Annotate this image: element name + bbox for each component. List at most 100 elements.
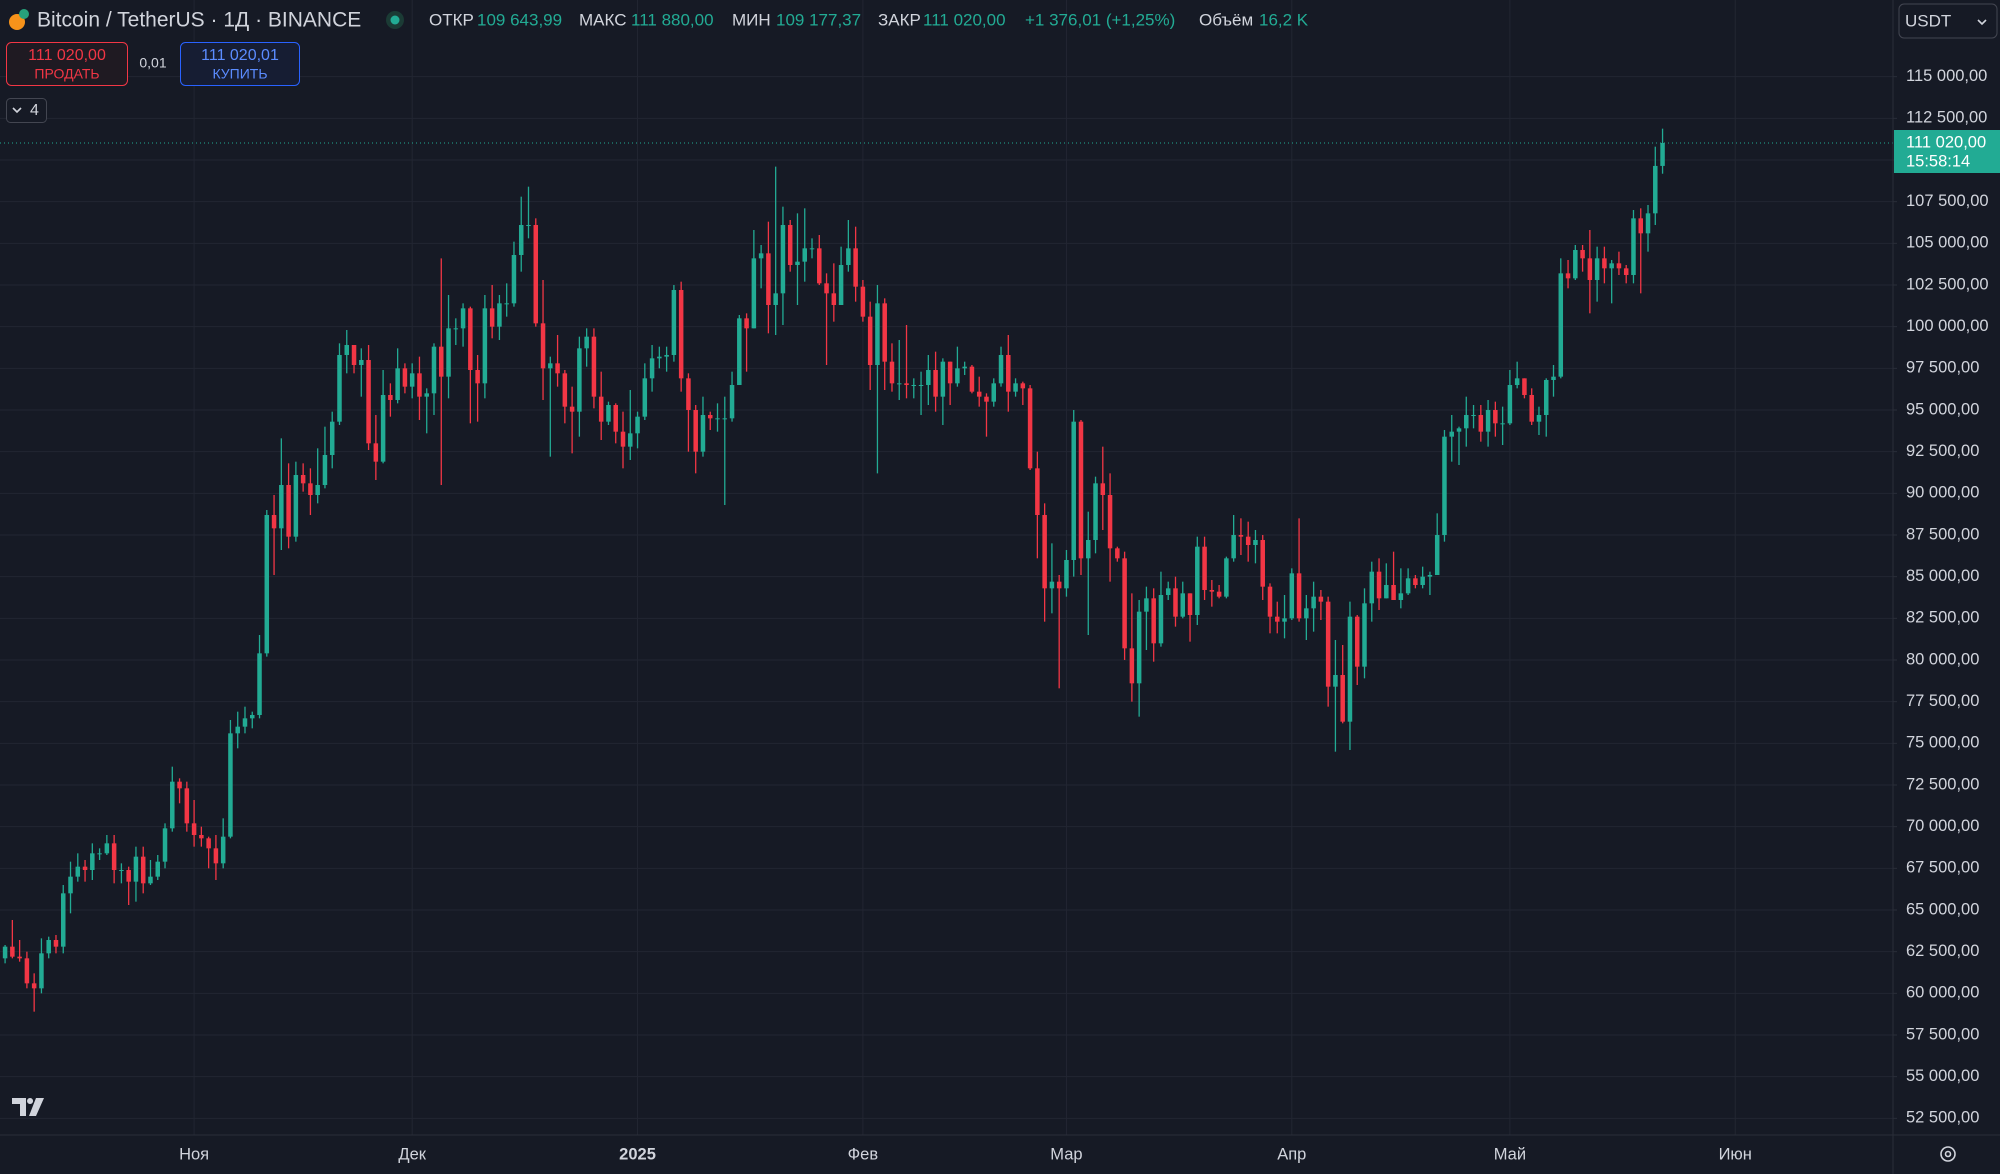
y-tick-label: 107 500,00 bbox=[1906, 192, 1989, 210]
volume-label: Объём bbox=[1199, 10, 1253, 29]
y-tick-label: 67 500,00 bbox=[1906, 859, 1979, 877]
candle-body bbox=[75, 866, 81, 877]
buy-label[interactable]: КУПИТЬ bbox=[212, 66, 267, 82]
candle-body bbox=[1202, 546, 1207, 590]
candle-body bbox=[831, 293, 837, 305]
status-dot bbox=[390, 15, 400, 25]
candle-body bbox=[1173, 588, 1178, 617]
candle-body bbox=[1253, 540, 1258, 545]
candle-body bbox=[191, 823, 197, 835]
buy-box[interactable] bbox=[180, 42, 300, 86]
candle-body bbox=[809, 248, 815, 250]
candle-body bbox=[199, 835, 204, 839]
candle-body bbox=[984, 396, 989, 402]
candle-body bbox=[1645, 213, 1651, 234]
candle-body bbox=[511, 255, 517, 304]
sell-label[interactable]: ПРОДАТЬ bbox=[34, 66, 99, 82]
candle-body bbox=[1311, 596, 1316, 609]
x-tick-label: Июн bbox=[1719, 1145, 1752, 1163]
candle-body bbox=[271, 515, 277, 529]
candle-body bbox=[642, 378, 648, 417]
candle-body bbox=[1580, 250, 1585, 259]
candle-body bbox=[1325, 601, 1331, 687]
candle-body bbox=[976, 391, 982, 397]
candle-body bbox=[1209, 590, 1215, 592]
candle-body bbox=[1631, 218, 1636, 275]
candle-body bbox=[1071, 421, 1076, 560]
candle-body bbox=[1573, 250, 1578, 279]
candle-body bbox=[896, 383, 902, 385]
candle-body bbox=[1536, 415, 1542, 422]
indicators-count[interactable]: 4 bbox=[30, 102, 39, 119]
candle-body bbox=[998, 355, 1004, 384]
candle-body bbox=[766, 253, 771, 305]
candle-body bbox=[598, 396, 604, 422]
candle-body bbox=[1442, 436, 1447, 535]
candle-body bbox=[1122, 558, 1127, 649]
currency-dropdown[interactable]: USDT bbox=[1898, 3, 1998, 39]
candle-body bbox=[1485, 410, 1491, 432]
candle-body bbox=[90, 853, 95, 870]
candle-body bbox=[60, 893, 66, 947]
currency-box[interactable] bbox=[1898, 3, 1998, 39]
candle-body bbox=[889, 361, 895, 384]
candle-body bbox=[162, 828, 168, 862]
candle-body bbox=[1238, 535, 1244, 537]
candle-body bbox=[707, 415, 713, 419]
volume-value: 16,2 K bbox=[1259, 10, 1309, 29]
candles bbox=[0, 128, 1893, 1012]
candle-body bbox=[279, 485, 284, 529]
indicators-toggle[interactable]: 4 bbox=[6, 98, 47, 123]
indicators-box[interactable] bbox=[6, 98, 47, 123]
candle-body bbox=[722, 418, 728, 420]
sell-price[interactable]: 111 020,00 bbox=[28, 47, 106, 64]
gear-hub[interactable] bbox=[1944, 1150, 1952, 1158]
y-tick-label: 77 500,00 bbox=[1906, 692, 1979, 710]
candle-body bbox=[431, 346, 437, 394]
candle-body bbox=[904, 383, 909, 385]
high-label: МАКС bbox=[579, 10, 627, 29]
dropdown-arrow[interactable] bbox=[1977, 19, 1987, 26]
gear-ring[interactable] bbox=[1940, 1146, 1956, 1162]
candle-body bbox=[359, 360, 364, 365]
candle-body bbox=[1093, 483, 1098, 540]
close-value: 111 020,00 bbox=[923, 10, 1006, 29]
candle-body bbox=[453, 328, 459, 330]
candle-body bbox=[293, 475, 299, 537]
candle-body bbox=[1304, 608, 1309, 619]
candle-body bbox=[424, 393, 429, 397]
candle-body bbox=[591, 336, 597, 397]
candle-body bbox=[817, 248, 822, 284]
candle-body bbox=[1151, 598, 1156, 644]
candle-body bbox=[46, 940, 51, 954]
candle-body bbox=[329, 421, 335, 455]
candle-body bbox=[737, 318, 742, 385]
sell-button[interactable]: 111 020,00 ПРОДАТЬ bbox=[6, 42, 128, 86]
open-value: 109 643,99 bbox=[477, 10, 562, 29]
buy-button[interactable]: 111 020,01 КУПИТЬ bbox=[180, 42, 300, 86]
candle-body bbox=[548, 363, 553, 369]
candle-body bbox=[228, 733, 233, 837]
y-tick-label: 90 000,00 bbox=[1906, 484, 1979, 502]
candle-body bbox=[569, 406, 575, 412]
candle-body bbox=[947, 361, 953, 384]
candle-body bbox=[220, 836, 226, 864]
candle-body bbox=[1529, 395, 1534, 422]
axes: 52 500,00 55 000,00 57 500,00 60 000,00 62 5… bbox=[179, 67, 2000, 1163]
candle-body bbox=[526, 225, 531, 226]
candle-body bbox=[388, 395, 393, 400]
candle-body bbox=[489, 308, 495, 327]
y-tick-label: 95 000,00 bbox=[1906, 400, 1979, 418]
candle-body bbox=[126, 870, 131, 882]
candle-body bbox=[1136, 611, 1142, 684]
high-value: 111 880,00 bbox=[631, 10, 714, 29]
y-tick-label: 80 000,00 bbox=[1906, 650, 1979, 668]
buy-price[interactable]: 111 020,01 bbox=[201, 47, 279, 64]
sell-box[interactable] bbox=[6, 42, 128, 86]
candle-body bbox=[1514, 378, 1520, 385]
settings-icon[interactable] bbox=[1940, 1146, 1956, 1162]
change-value: +1 376,01 (+1,25%) bbox=[1025, 10, 1175, 29]
indicators-arrow[interactable] bbox=[12, 107, 22, 114]
currency-label[interactable]: USDT bbox=[1905, 11, 1951, 30]
